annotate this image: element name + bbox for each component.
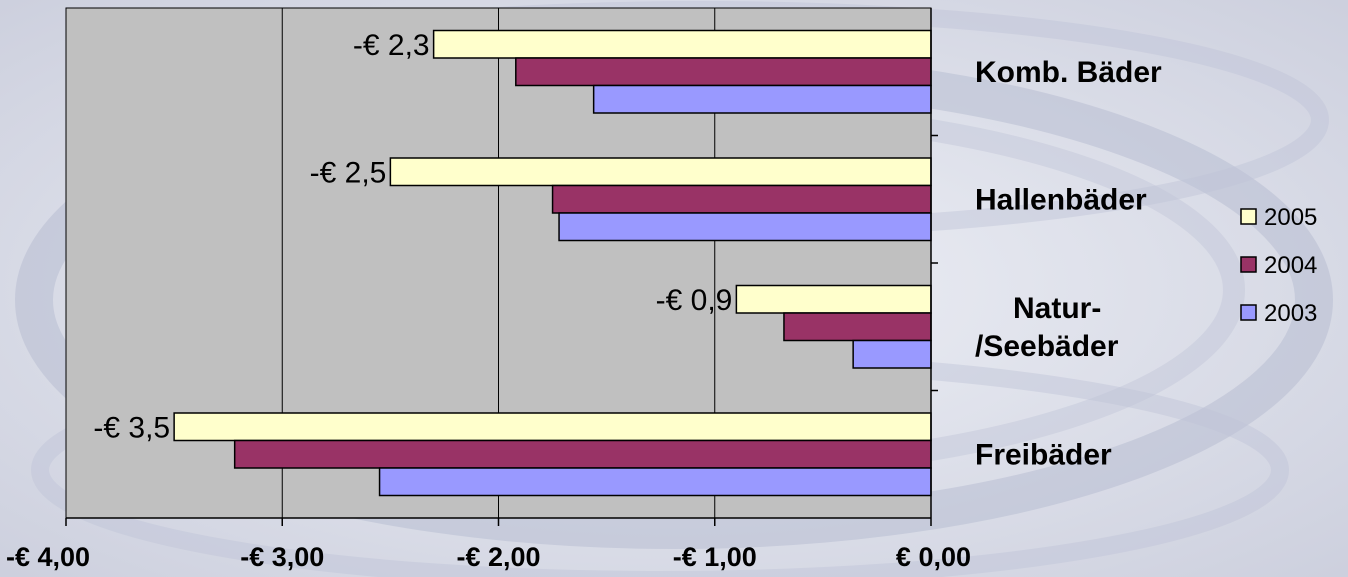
legend-swatch	[1240, 208, 1257, 225]
bar-2005	[173, 412, 932, 442]
bar-2004	[551, 184, 932, 214]
x-tick-label: -€ 4,00	[6, 542, 90, 572]
category-label: Hallenbäder	[975, 183, 1147, 216]
bar-2003	[592, 84, 932, 114]
data-label: -€ 3,5	[93, 412, 170, 445]
legend-label: 2005	[1264, 204, 1317, 231]
bar-2004	[515, 57, 932, 87]
bar-2004	[233, 439, 932, 469]
bar-2005	[735, 284, 932, 314]
legend-label: 2004	[1264, 252, 1317, 279]
bar-2003	[852, 339, 932, 369]
x-tick-label: -€ 3,00	[240, 542, 324, 572]
bar-2004	[783, 312, 932, 342]
legend-label: 2003	[1264, 300, 1317, 327]
category-label: Komb. Bäder	[975, 56, 1162, 89]
category-label: Freibäder	[975, 438, 1112, 471]
x-tick-label: -€ 1,00	[673, 542, 757, 572]
bars	[173, 29, 932, 497]
x-tick-label: € 0,00	[896, 542, 971, 572]
category-labels: Komb. Bäder Hallenbäder Natur- /Seebäder Fre…	[975, 56, 1162, 472]
data-label: -€ 2,5	[310, 157, 387, 190]
data-labels: -€ 2,3 -€ 2,5 -€ 0,9 -€ 3,5	[93, 29, 732, 445]
bar-2003	[558, 212, 932, 242]
x-tick-label: -€ 2,00	[456, 542, 540, 572]
tick-labels: -€ 4,00 -€ 3,00 -€ 2,00 -€ 1,00 € 0,00	[6, 542, 971, 572]
bar-2003	[378, 467, 932, 497]
data-label: -€ 2,3	[353, 29, 430, 62]
bar-2005	[389, 157, 932, 187]
legend-swatch	[1240, 304, 1257, 321]
axis-ticks	[65, 134, 938, 526]
category-label: Natur-	[1013, 292, 1101, 325]
bar-2005	[432, 29, 932, 59]
legend-swatch	[1240, 256, 1257, 273]
legend: 2005 2004 2003	[1240, 204, 1317, 327]
data-label: -€ 0,9	[656, 284, 733, 317]
category-label: /Seebäder	[975, 330, 1119, 363]
